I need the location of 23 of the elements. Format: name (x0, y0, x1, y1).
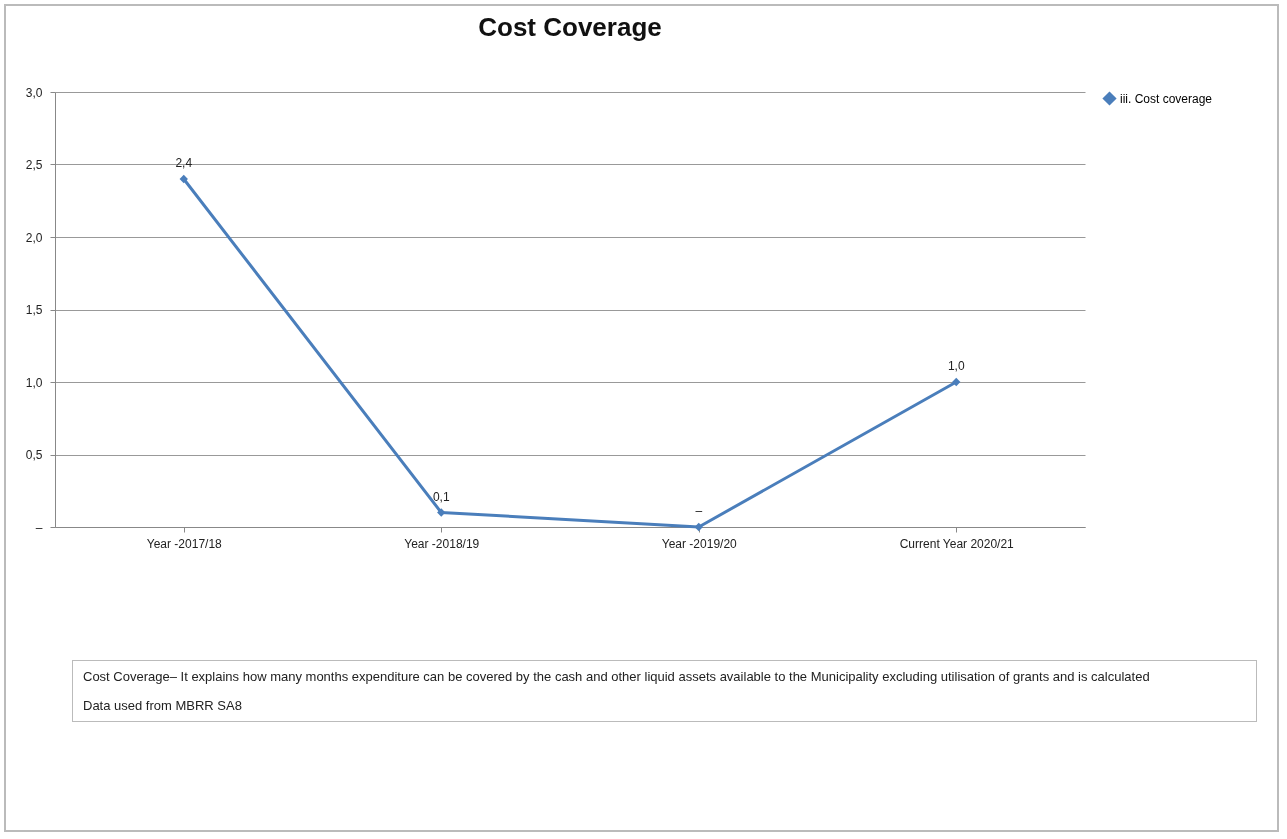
data-label: – (695, 504, 703, 518)
data-label: 1,0 (947, 359, 965, 373)
text: Cost Coverage– It explains how many months expenditure can be covered by the cash and other liquid assets available to the Municipality excluding utilisation of grants and is calculated (83, 669, 1151, 684)
y-tick-label: 1,5 (25, 303, 43, 317)
legend-label: iii. Cost coverage (1120, 91, 1213, 106)
x-tick-label: Year -2018/19 (404, 536, 480, 551)
point (694, 522, 703, 532)
data-label: 2,4 (175, 156, 193, 170)
data-label: 0,1 (432, 489, 450, 504)
y-tick-label: 2,5 (25, 158, 43, 172)
point (437, 508, 446, 517)
chart-title: Cost Coverage (478, 12, 662, 42)
x-tick-label: Year -2019/20 (661, 536, 738, 551)
x-tick-label: Year -2017/18 (146, 536, 223, 551)
x-tick-label: Current Year 2020/21 (899, 536, 1015, 551)
point (952, 377, 961, 387)
y-tick-label: 2,0 (25, 230, 43, 245)
y-tick-label: – (35, 520, 43, 535)
text: Data used from MBRR SA8 (83, 698, 243, 713)
y-tick-label: 1,0 (25, 375, 43, 390)
point (179, 174, 188, 184)
y-tick-label: 0,5 (25, 448, 43, 462)
y-tick-label: 3,0 (25, 85, 43, 100)
